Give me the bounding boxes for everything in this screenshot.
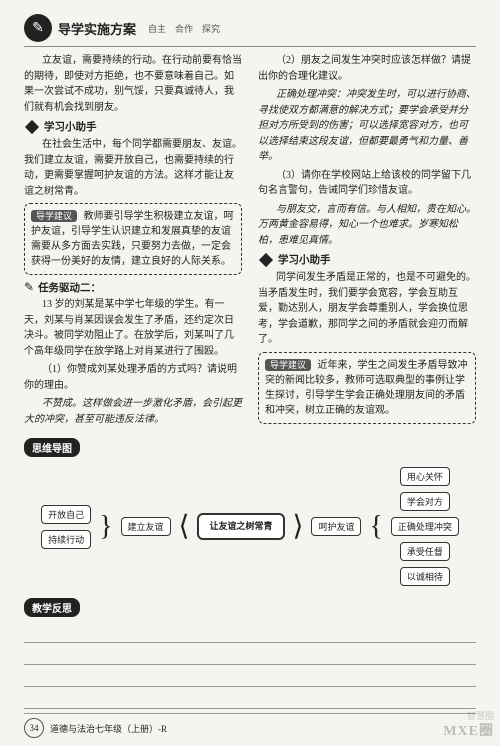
logo-icon: ✎ [24, 14, 52, 42]
writing-line [24, 691, 476, 709]
mm-right-parent: 呵护友谊 [311, 517, 361, 536]
reflect-heading: 教学反思 [24, 598, 80, 617]
helper-heading-right: 学习小助手 [258, 252, 476, 267]
chevron-left-icon: ⟨ [179, 513, 190, 541]
mindmap-heading: 思维导图 [24, 438, 80, 457]
mm-node: 持续行动 [41, 530, 91, 549]
mm-node: 学会对方 [400, 492, 450, 511]
helper-title-right: 学习小助手 [278, 252, 331, 267]
mm-center: 让友谊之树常青 [197, 513, 284, 541]
mm-node: 开放自己 [41, 505, 91, 524]
mm-node: 以诚相待 [400, 567, 450, 586]
page-header: ✎ 导学实施方案 自主 合作 探究 [24, 14, 476, 47]
guidance-label: 导学建议 [265, 359, 311, 371]
left-column: 立友谊，需要持续的行动。在行动前要有恰当的期待，即使对方拒绝，也不要意味着自己。… [24, 53, 242, 430]
brace-icon: } [99, 513, 112, 541]
task-heading: ✎ 任务驱动二： [24, 280, 242, 295]
writing-line [24, 669, 476, 687]
mm-right-leaves: 用心关怀 学会对方 正确处理冲突 承受任督 以诚相待 [391, 467, 459, 586]
right-para-4: 同学间发生矛盾是正常的，也是不可避免的。当矛盾发生时，我们要学会宽容，学会互助互… [258, 270, 476, 348]
mm-node: 承受任督 [400, 542, 450, 561]
left-para-2: 在社会生活中，每个同学都需要朋友、友谊。我们建立友谊，需要开放自己，也需要持续的… [24, 137, 242, 199]
footer-text: 道德与法治七年级（上册）-R [50, 722, 167, 735]
mm-node: 正确处理冲突 [391, 517, 459, 536]
question-3: （3）请你在学校网站上给该校的同学留下几句名言警句，告诫同学们珍惜友谊。 [258, 168, 476, 199]
header-title: 导学实施方案 [58, 19, 136, 38]
helper-title-left: 学习小助手 [44, 119, 97, 134]
diamond-icon [259, 252, 273, 266]
watermark-big: MXE圈 [443, 720, 494, 740]
page-footer: 34 道德与法治七年级（上册）-R [24, 713, 476, 738]
header-subtitle: 自主 合作 探究 [148, 22, 220, 35]
mm-left-leaves: 开放自己 持续行动 [41, 505, 91, 549]
answer-1: 不赞成。这样做会进一步激化矛盾，会引起更大的冲突，甚至可能违反法律。 [24, 396, 242, 427]
page-number: 34 [24, 718, 44, 738]
writing-line [24, 625, 476, 643]
mindmap: 开放自己 持续行动 } 建立友谊 ⟨ 让友谊之树常青 ⟩ 呵护友谊 { 用心关怀… [24, 467, 476, 586]
answer-3: 与朋友交，言而有信。与人相知，贵在知心。万两黄金容易得，知心一个也难求。岁寒知松… [258, 202, 476, 249]
diamond-icon [25, 119, 39, 133]
right-column: （2）朋友之间发生冲突时应该怎样做？请提出你的合理化建议。 正确处理冲突：冲突发… [258, 53, 476, 430]
guidance-box-right: 导学建议 近年来，学生之间发生矛盾导致冲突的新闻比较多，教师可选取典型的事例让学… [258, 352, 476, 424]
brace-icon: { [369, 513, 382, 541]
guidance-box-left: 导学建议 教师要引导学生积极建立友谊，呵护友谊，引导学生认识建立和发展真挚的友谊… [24, 203, 242, 275]
task-title: 任务驱动二： [38, 280, 101, 295]
mm-left-parent: 建立友谊 [121, 517, 171, 536]
two-column-body: 立友谊，需要持续的行动。在行动前要有恰当的期待，即使对方拒绝，也不要意味着自己。… [24, 53, 476, 430]
question-2: （2）朋友之间发生冲突时应该怎样做？请提出你的合理化建议。 [258, 53, 476, 84]
chevron-right-icon: ⟩ [293, 513, 304, 541]
mm-node: 用心关怀 [400, 467, 450, 486]
answer-2: 正确处理冲突：冲突发生时，可以进行协商、寻找使双方都满意的解决方式；要学会承受并… [258, 87, 476, 165]
helper-heading-left: 学习小助手 [24, 119, 242, 134]
writing-line [24, 647, 476, 665]
question-1: （1）你赞成刘某处理矛盾的方式吗？请说明你的理由。 [24, 362, 242, 393]
left-para-1: 立友谊，需要持续的行动。在行动前要有恰当的期待，即使对方拒绝，也不要意味着自己。… [24, 53, 242, 115]
left-para-3: 13 岁的刘某是某中学七年级的学生。有一天，刘某与肖某因误会发生了矛盾，还约定次… [24, 297, 242, 359]
guidance-label: 导学建议 [31, 210, 77, 222]
pen-icon: ✎ [24, 280, 34, 295]
